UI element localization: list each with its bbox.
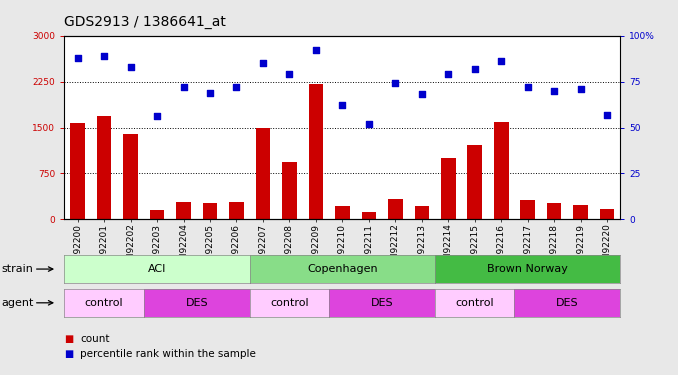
Bar — [150, 210, 164, 219]
Bar — [441, 158, 456, 219]
Point — [205, 90, 216, 96]
Bar — [256, 128, 271, 219]
Bar — [97, 117, 111, 219]
Bar — [494, 122, 508, 219]
Text: control: control — [85, 298, 123, 308]
Text: GDS2913 / 1386641_at: GDS2913 / 1386641_at — [64, 15, 226, 29]
Bar — [203, 204, 217, 219]
Point — [337, 102, 348, 108]
Text: strain: strain — [1, 264, 33, 274]
Bar — [335, 206, 350, 219]
Bar — [600, 209, 614, 219]
Point — [363, 121, 374, 127]
Point — [311, 47, 321, 53]
Text: ■: ■ — [64, 350, 74, 359]
Text: Brown Norway: Brown Norway — [487, 264, 568, 274]
Point — [522, 84, 533, 90]
Text: control: control — [456, 298, 494, 308]
Bar — [71, 123, 85, 219]
Point — [469, 66, 480, 72]
Bar — [361, 212, 376, 219]
Text: DES: DES — [556, 298, 579, 308]
Bar — [388, 199, 403, 219]
Text: DES: DES — [186, 298, 208, 308]
Point — [231, 84, 242, 90]
Text: ACI: ACI — [148, 264, 166, 274]
Point — [601, 112, 612, 118]
Bar — [521, 200, 535, 219]
Bar — [308, 84, 323, 219]
Text: agent: agent — [1, 298, 34, 308]
Point — [258, 60, 268, 66]
Bar — [574, 205, 588, 219]
Point — [390, 80, 401, 86]
Bar — [468, 145, 482, 219]
Bar — [282, 162, 297, 219]
Text: ■: ■ — [64, 334, 74, 344]
Point — [416, 92, 427, 98]
Point — [284, 71, 295, 77]
Bar — [176, 202, 191, 219]
Text: control: control — [270, 298, 308, 308]
Point — [575, 86, 586, 92]
Bar — [414, 206, 429, 219]
Point — [178, 84, 189, 90]
Bar — [229, 202, 244, 219]
Point — [443, 71, 454, 77]
Point — [496, 58, 506, 64]
Point — [125, 64, 136, 70]
Point — [73, 55, 83, 61]
Point — [549, 88, 559, 94]
Point — [152, 114, 163, 120]
Point — [99, 53, 110, 59]
Text: count: count — [80, 334, 110, 344]
Text: DES: DES — [371, 298, 393, 308]
Bar — [547, 203, 561, 219]
Text: Copenhagen: Copenhagen — [307, 264, 378, 274]
Bar — [123, 134, 138, 219]
Text: percentile rank within the sample: percentile rank within the sample — [80, 350, 256, 359]
